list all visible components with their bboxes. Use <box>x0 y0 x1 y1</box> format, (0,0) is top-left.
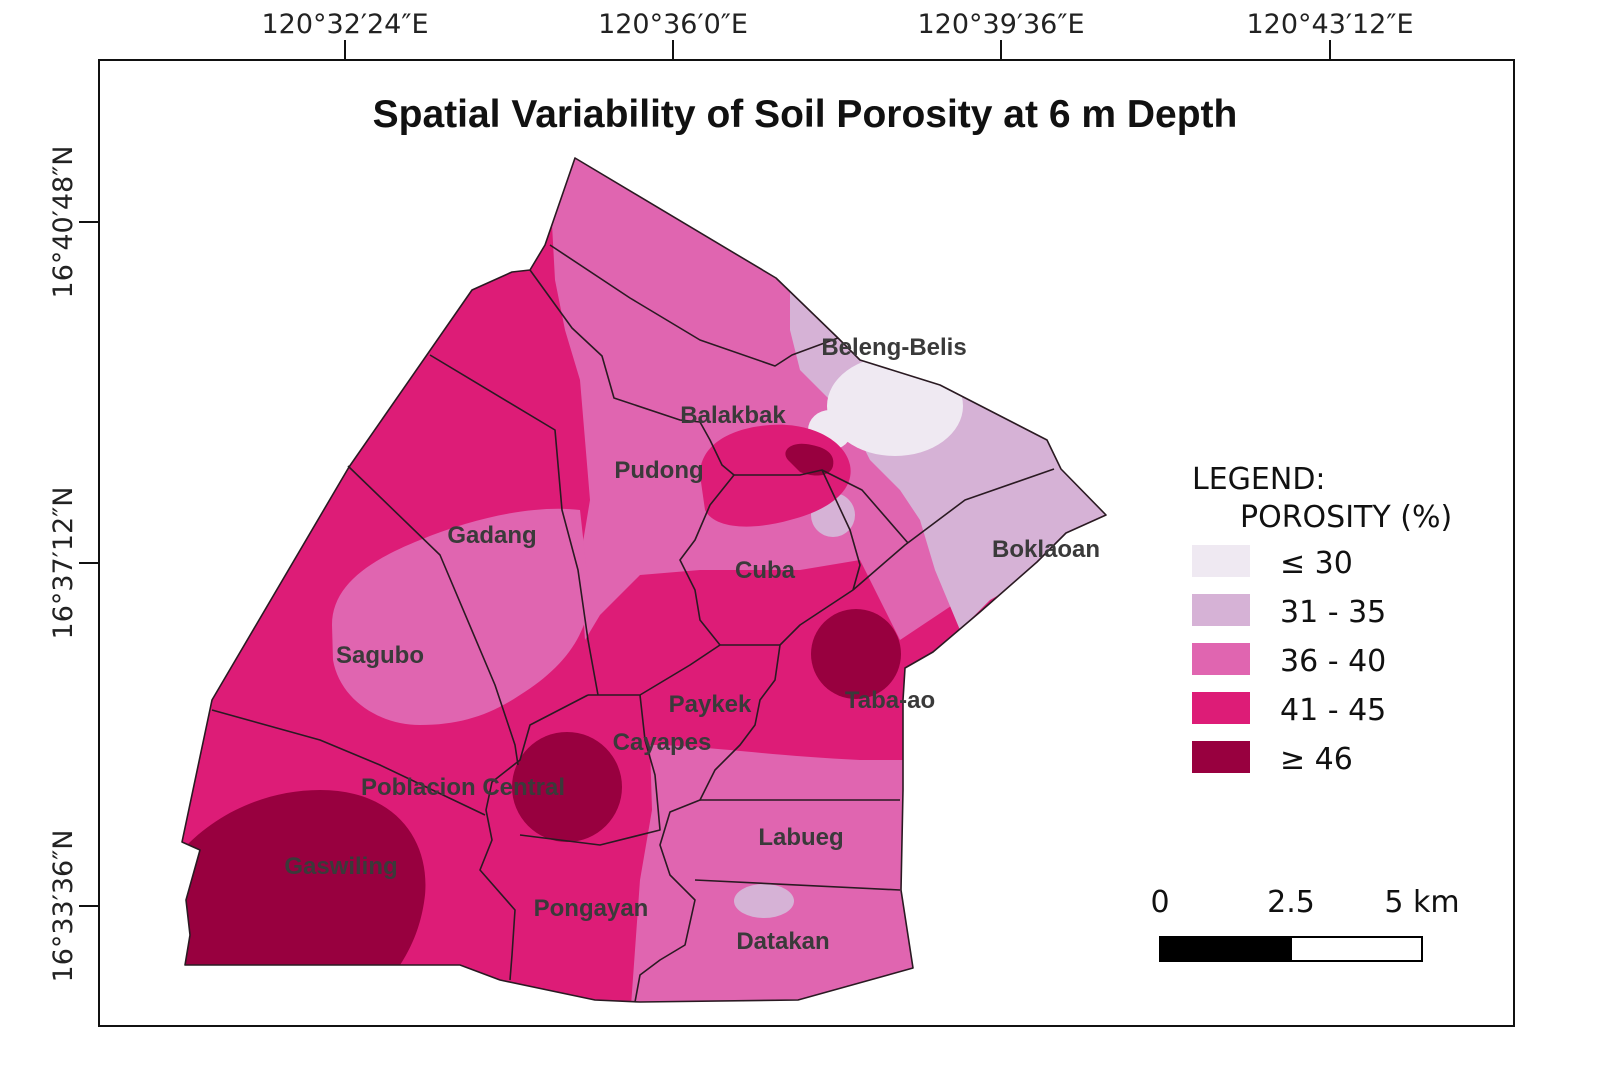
place-label: Poblacion Central <box>361 774 565 801</box>
place-label: Cuba <box>735 557 796 584</box>
zone-36-40-gadang <box>332 508 590 725</box>
legend-label: 36 - 40 <box>1280 644 1386 679</box>
legend-swatch <box>1192 594 1250 626</box>
latitude-label: 16°37′12″N <box>48 487 79 640</box>
legend-label: 31 - 35 <box>1280 595 1386 630</box>
scale-bar: 0 2.5 5 km <box>1150 885 1460 962</box>
legend: LEGEND: POROSITY (%) ≤ 30 31 - 35 36 - 40 4… <box>1192 462 1452 777</box>
zone-ge46-balakbak <box>785 443 834 476</box>
map-title: Spatial Variability of Soil Porosity at … <box>373 93 1238 136</box>
place-label: Cayapes <box>613 729 712 756</box>
longitude-label: 120°39′36″E <box>917 9 1084 40</box>
legend-swatch <box>1192 692 1250 724</box>
place-labels: Beleng-Belis Balakbak Pudong Gadang Cuba… <box>284 334 1100 955</box>
place-label: Gaswiling <box>284 853 397 880</box>
place-label: Paykek <box>669 691 752 718</box>
place-label: Taba-ao <box>845 687 935 714</box>
zone-31-35-datakan <box>734 884 794 918</box>
scale-label: 0 <box>1150 885 1169 920</box>
scale-label: 5 km <box>1384 885 1459 920</box>
scale-segment-black <box>1159 936 1292 962</box>
zone-ge46-tabaao <box>811 609 901 699</box>
legend-swatch <box>1192 741 1250 773</box>
legend-heading: LEGEND: <box>1192 462 1326 497</box>
place-label: Beleng-Belis <box>821 334 966 361</box>
place-label: Balakbak <box>680 402 786 429</box>
legend-subheading: POROSITY (%) <box>1240 500 1452 535</box>
place-label: Labueg <box>758 824 843 851</box>
scale-label: 2.5 <box>1267 885 1315 920</box>
place-label: Pudong <box>614 457 703 484</box>
longitude-label: 120°43′12″E <box>1246 9 1413 40</box>
legend-swatch <box>1192 545 1250 577</box>
place-label: Datakan <box>736 928 829 955</box>
legend-label: 41 - 45 <box>1280 693 1386 728</box>
latitude-label: 16°40′48″N <box>48 146 79 299</box>
longitude-label: 120°36′0″E <box>598 9 748 40</box>
place-label: Boklaoan <box>992 536 1100 563</box>
place-label: Pongayan <box>534 895 649 922</box>
legend-label: ≥ 46 <box>1280 742 1353 777</box>
legend-label: ≤ 30 <box>1280 546 1353 581</box>
latitude-label: 16°33′36″N <box>48 830 79 983</box>
zone-ge46-cayapes <box>512 732 622 842</box>
longitude-label: 120°32′24″E <box>261 9 428 40</box>
scale-segment-white <box>1290 936 1423 962</box>
zone-ge46-gaswiling <box>182 790 426 980</box>
place-label: Sagubo <box>336 642 424 669</box>
barangay-boundaries <box>181 157 1107 1003</box>
place-label: Gadang <box>447 522 536 549</box>
graticule-ticks <box>79 40 1331 907</box>
legend-swatch <box>1192 643 1250 675</box>
zone-36-40-southeast <box>630 745 930 1002</box>
